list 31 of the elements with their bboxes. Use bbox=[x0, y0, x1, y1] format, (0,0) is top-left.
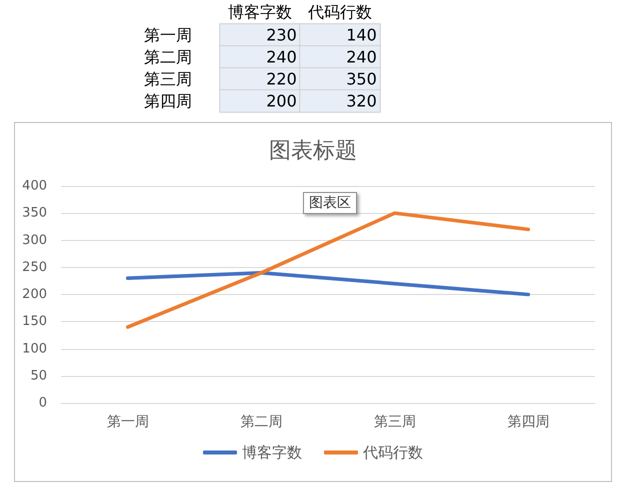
y-tick-label: 第一周 bbox=[144, 26, 192, 44]
y-tick-label: 0 bbox=[38, 396, 47, 410]
data-label: 220 bbox=[266, 70, 297, 88]
legend-label: 博客字数 bbox=[242, 444, 302, 462]
y-tick-label: 300 bbox=[22, 232, 47, 248]
chart-title: 图表标题 bbox=[269, 138, 357, 164]
y-tick-label: 150 bbox=[22, 314, 47, 330]
y-tick-label: 第四周 bbox=[144, 92, 192, 110]
y-tick-label: 400 bbox=[22, 178, 47, 194]
data-label: 320 bbox=[346, 92, 377, 110]
y-tick-label: 100 bbox=[22, 341, 47, 356]
y-tick-label: 250 bbox=[22, 260, 47, 275]
line-series bbox=[126, 211, 530, 329]
x-tick-label: 第一周 bbox=[106, 414, 149, 430]
y-tick-label: 第二周 bbox=[144, 48, 192, 66]
legend-label: 代码行数 bbox=[362, 444, 423, 462]
y-tick-label: 350 bbox=[22, 206, 47, 221]
x-tick-label: 第三周 bbox=[374, 414, 416, 430]
x-tick-label: 第四周 bbox=[507, 414, 550, 430]
y-tick-label: 第三周 bbox=[144, 70, 192, 88]
y-tick-label: 200 bbox=[22, 287, 47, 302]
y-tick-label: 50 bbox=[30, 368, 47, 384]
data-label: 200 bbox=[266, 92, 297, 110]
line-series bbox=[126, 271, 530, 296]
data-label: 140 bbox=[346, 26, 377, 44]
data-label: 240 bbox=[346, 48, 377, 66]
data-label: 240 bbox=[266, 48, 297, 66]
data-label: 350 bbox=[346, 70, 377, 88]
x-tick-label: 第二周 bbox=[240, 414, 282, 430]
data-label: 230 bbox=[266, 26, 297, 44]
annotation: 图表区 bbox=[303, 192, 357, 214]
